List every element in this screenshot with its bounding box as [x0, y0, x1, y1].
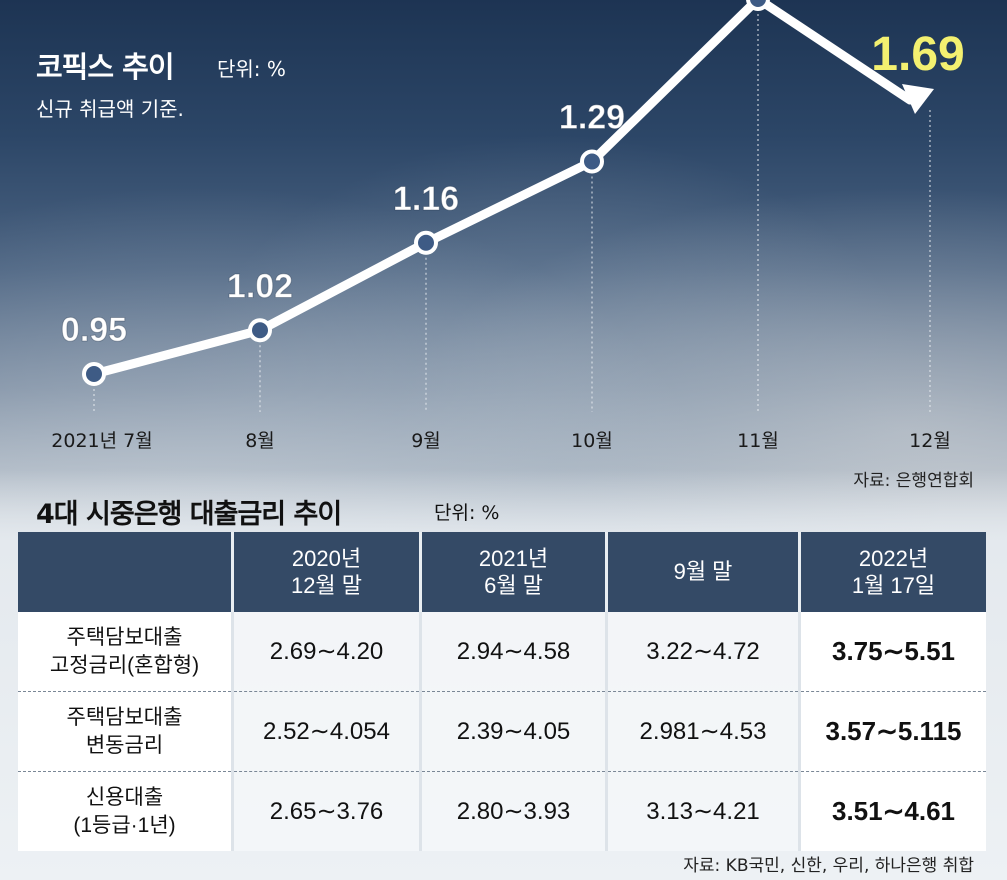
- x-tick-label: 8월: [245, 430, 275, 452]
- rate-cell: 2.52∼4.054: [232, 691, 422, 772]
- rate-cell: 3.22∼4.72: [606, 612, 801, 692]
- arrow-head: [902, 84, 934, 114]
- chart-source: 자료: 은행연합회: [853, 471, 974, 491]
- rate-cell: 3.13∼4.21: [606, 771, 801, 851]
- header-cell: 2020년 12월 말: [232, 532, 422, 612]
- data-label: 1.02: [227, 267, 293, 305]
- data-point: [248, 318, 272, 343]
- table-title: 4대 시중은행 대출금리 추이: [36, 499, 342, 530]
- rate-cell-latest: 3.57∼5.115: [799, 691, 986, 772]
- rate-cell: 2.65∼3.76: [232, 771, 422, 851]
- rate-cell-latest: 3.75∼5.51: [799, 612, 986, 692]
- table-row: 신용대출 (1등급·1년) 2.65∼3.76 2.80∼3.93 3.13∼4.…: [18, 771, 986, 851]
- header-text: 2020년 12월 말: [290, 545, 363, 599]
- rate-cell: 2.94∼4.58: [420, 612, 608, 692]
- table-row: 주택담보대출 변동금리 2.52∼4.054 2.39∼4.05 2.981∼4.…: [18, 691, 986, 772]
- row-label: 신용대출 (1등급·1년): [18, 771, 234, 851]
- rate-cell: 2.80∼3.93: [420, 771, 608, 851]
- table-row: 주택담보대출 고정금리(혼합형) 2.69∼4.20 2.94∼4.58 3.22…: [18, 612, 986, 692]
- data-point: [414, 230, 438, 255]
- header-cell: 2022년 1월 17일: [799, 532, 986, 612]
- row-label: 주택담보대출 고정금리(혼합형): [18, 612, 234, 692]
- table-unit: 단위: %: [434, 502, 500, 524]
- row-label: 주택담보대출 변동금리: [18, 691, 234, 772]
- data-point: [746, 0, 770, 11]
- header-text: 2022년 1월 17일: [851, 545, 936, 599]
- data-point: [82, 362, 106, 386]
- x-tick-label: 12월: [909, 430, 951, 452]
- sky-background: [0, 0, 1007, 540]
- x-tick-label: 2021년 7월: [51, 430, 152, 452]
- rate-cell: 2.69∼4.20: [232, 612, 422, 692]
- x-tick-label: 10월: [571, 430, 613, 452]
- header-text: 2021년 6월 말: [478, 545, 549, 599]
- table-header-row: 2020년 12월 말 2021년 6월 말 9월 말 2022년 1월 17일: [18, 532, 986, 612]
- rate-cell: 2.981∼4.53: [606, 691, 801, 772]
- x-tick-label: 11월: [737, 430, 779, 452]
- loan-rate-table: 2020년 12월 말 2021년 6월 말 9월 말 2022년 1월 17일 주택…: [18, 532, 986, 851]
- chart-unit: 단위: %: [217, 57, 286, 81]
- data-label: 1.29: [559, 99, 625, 137]
- data-label: 1.16: [393, 180, 459, 218]
- table-source: 자료: KB국민, 신한, 우리, 하나은행 취합: [683, 856, 974, 876]
- header-cell: [18, 532, 234, 612]
- data-label-latest: 1.69: [871, 28, 964, 81]
- header-cell: 9월 말: [606, 532, 801, 612]
- header-text: 9월 말: [673, 559, 733, 585]
- data-point: [580, 149, 604, 174]
- rate-cell: 2.39∼4.05: [420, 691, 608, 772]
- header-cell: 2021년 6월 말: [420, 532, 608, 612]
- chart-title: 코픽스 추이: [36, 50, 174, 84]
- series-line: [89, 0, 915, 379]
- x-tick-label: 9월: [411, 430, 441, 452]
- chart-subtitle: 신규 취급액 기준.: [36, 97, 184, 121]
- data-label: 0.95: [61, 311, 127, 349]
- rate-cell-latest: 3.51∼4.61: [799, 771, 986, 851]
